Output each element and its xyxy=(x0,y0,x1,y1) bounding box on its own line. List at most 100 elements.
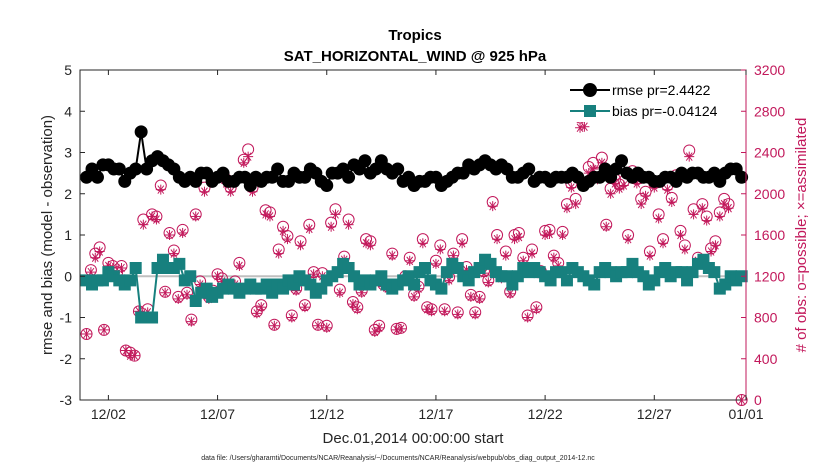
obs-assimilated-point xyxy=(308,269,319,280)
obs-assimilated-point xyxy=(173,293,184,304)
obs-assimilated-point xyxy=(181,289,192,300)
chart-title: Tropics xyxy=(388,27,441,44)
bias-point xyxy=(408,278,421,291)
obs-assimilated-point xyxy=(435,244,446,255)
x-tick-label: 12/27 xyxy=(637,406,672,422)
plot-area xyxy=(80,70,746,400)
obs-assimilated-point xyxy=(273,248,284,259)
obs-assimilated-point xyxy=(168,248,179,259)
y-axis-right-label: # of obs: o=possible; ×=assimilated xyxy=(793,118,810,353)
bias-point xyxy=(560,274,573,287)
obs-assimilated-point xyxy=(395,323,406,334)
obs-assimilated-point xyxy=(138,219,149,230)
obs-assimilated-point xyxy=(299,302,310,313)
obs-assimilated-point xyxy=(365,240,376,251)
obs-assimilated-point xyxy=(666,197,677,207)
rmse-point xyxy=(358,154,372,168)
obs-assimilated-point xyxy=(601,221,612,232)
obs-assimilated-point xyxy=(417,238,428,249)
obs-assimilated-point xyxy=(343,219,354,230)
rmse-point xyxy=(129,162,143,176)
chart-subtitle: SAT_HORIZONTAL_WIND @ 925 hPa xyxy=(284,48,547,65)
rmse-point xyxy=(522,162,536,176)
bias-point xyxy=(708,266,721,279)
obs-assimilated-point xyxy=(470,309,481,320)
x-tick-label: 12/17 xyxy=(418,406,453,422)
obs-assimilated-point xyxy=(387,250,398,261)
x-tick-label: 12/22 xyxy=(528,406,563,422)
y-tick-label: 2 xyxy=(64,186,72,202)
rmse-point xyxy=(112,162,126,176)
legend-rmse-label: rmse pr=2.4422 xyxy=(612,82,711,98)
obs-assimilated-point xyxy=(719,199,730,210)
obs-assimilated-point xyxy=(426,306,437,317)
obs-assimilated-point xyxy=(278,225,289,236)
obs-assimilated-point xyxy=(544,228,555,239)
y-tick-label: -1 xyxy=(60,310,73,326)
obs-assimilated-point xyxy=(160,287,171,298)
rmse-point xyxy=(90,170,104,184)
obs-assimilated-point xyxy=(483,277,494,288)
y-tick-label: -2 xyxy=(60,351,73,367)
chart-marks xyxy=(80,109,749,406)
obs-assimilated-point xyxy=(404,255,415,266)
y-right-tick-label: 1200 xyxy=(754,268,785,284)
obs-assimilated-point xyxy=(81,329,92,339)
obs-assimilated-point xyxy=(238,157,249,168)
obs-assimilated-point xyxy=(334,287,345,298)
rmse-point xyxy=(134,125,148,139)
obs-assimilated-point xyxy=(640,190,651,201)
obs-assimilated-point xyxy=(522,312,533,323)
y-right-tick-label: 2400 xyxy=(754,145,785,161)
obs-assimilated-point xyxy=(286,312,297,323)
bias-point xyxy=(435,282,448,295)
obs-assimilated-point xyxy=(513,232,524,243)
legend: rmse pr=2.4422 bias pr=-0.04124 xyxy=(560,76,740,122)
obs-assimilated-point xyxy=(321,322,332,333)
x-axis-label: Dec.01,2014 00:00:00 start xyxy=(323,430,505,447)
obs-assimilated-point xyxy=(129,350,140,361)
obs-possible-point xyxy=(80,328,93,340)
obs-assimilated-point xyxy=(561,203,572,214)
y-tick-label: -3 xyxy=(60,392,73,408)
bias-point xyxy=(419,262,432,274)
obs-assimilated-point xyxy=(269,320,280,331)
obs-assimilated-point xyxy=(282,234,293,245)
obs-assimilated-point xyxy=(430,258,441,269)
obs-assimilated-point xyxy=(313,320,324,331)
obs-possible-point xyxy=(98,323,111,336)
obs-assimilated-point xyxy=(566,182,577,193)
obs-assimilated-point xyxy=(658,238,669,249)
x-tick-label: 12/12 xyxy=(309,406,344,422)
obs-assimilated-point xyxy=(548,252,559,263)
obs-assimilated-point xyxy=(177,227,188,238)
obs-assimilated-point xyxy=(330,209,341,220)
y-right-tick-label: 0 xyxy=(754,392,762,408)
obs-assimilated-point xyxy=(234,260,245,271)
obs-assimilated-point xyxy=(374,322,385,333)
obs-assimilated-point xyxy=(623,234,634,245)
y-tick-label: 3 xyxy=(64,145,72,161)
obs-assimilated-point xyxy=(675,230,686,240)
obs-assimilated-point xyxy=(714,211,725,222)
y-right-tick-label: 2000 xyxy=(754,186,785,202)
bias-point xyxy=(129,262,142,274)
x-tick-label: 12/07 xyxy=(200,406,235,422)
obs-assimilated-point xyxy=(679,244,690,255)
axes: -3 -2 -1 0 1 2 3 4 5 0 400 800 1200 1600 2000 2400 2800 3… xyxy=(60,62,786,422)
obs-assimilated-point xyxy=(500,250,511,261)
obs-assimilated-point xyxy=(457,238,468,249)
y-tick-label: 0 xyxy=(64,268,72,284)
y-tick-label: 1 xyxy=(64,227,72,243)
obs-assimilated-point xyxy=(369,326,380,337)
y-right-tick-label: 2800 xyxy=(754,103,785,119)
obs-assimilated-point xyxy=(644,250,655,261)
obs-assimilated-point xyxy=(570,199,581,210)
rmse-point xyxy=(391,162,405,176)
bias-point xyxy=(124,274,137,287)
rmse-point xyxy=(615,154,629,168)
obs-assimilated-point xyxy=(492,234,503,245)
y-right-tick-label: 400 xyxy=(754,351,778,367)
obs-assimilated-point xyxy=(186,316,197,327)
obs-assimilated-point xyxy=(151,214,162,225)
